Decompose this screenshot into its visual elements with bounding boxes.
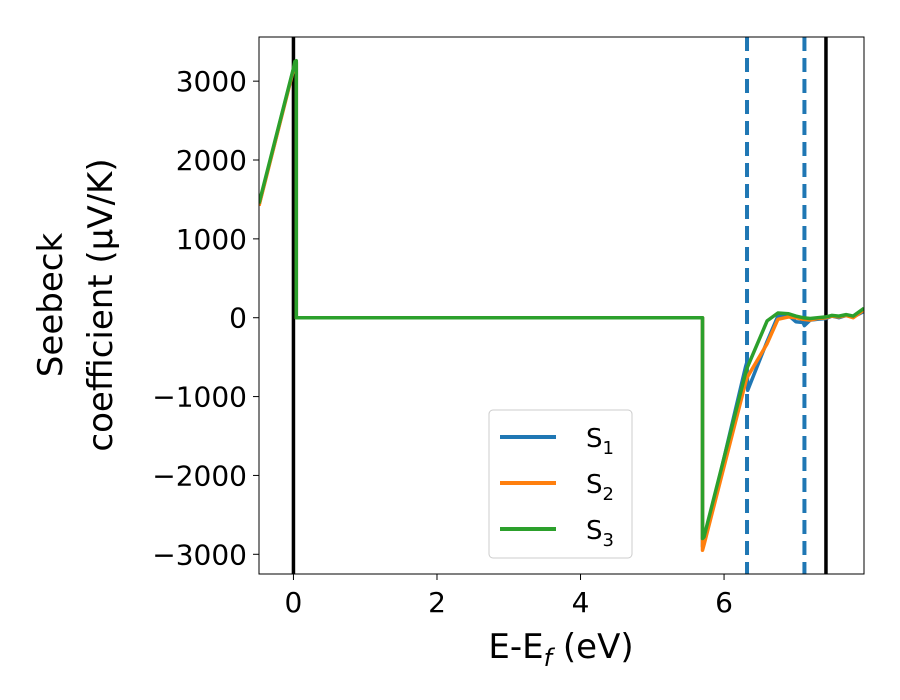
y-tick-label: 2000 [176,144,247,177]
legend-label-s3: S3 [586,516,614,551]
legend-label-s1: S1 [586,424,614,459]
legend-box [488,409,633,559]
x-tick-label: 6 [715,586,733,619]
series-line-s3 [259,58,864,541]
x-tick-label: 0 [285,586,303,619]
legend: S1 S2 S3 [488,409,633,559]
plot-frame [258,36,865,575]
y-tick-label: 3000 [176,65,247,98]
reference-lines [291,37,828,574]
x-tick-label: 4 [572,586,590,619]
y-axis-label: Seebeck coefficient (μV/K) [31,158,121,451]
legend-label-s2: S2 [586,470,614,505]
y-tick-label: 1000 [176,223,247,256]
x-axis-label-main: E-E [488,627,543,667]
x-axis-label-unit: (eV) [552,627,634,667]
y-tick-label: −1000 [152,381,247,414]
y-axis-label-line1: Seebeck [31,233,71,378]
y-tick-label: 0 [229,302,247,335]
x-tick-label: 2 [428,586,446,619]
x-axis: 0 2 4 6 [285,574,733,619]
y-axis-label-line2: coefficient (μV/K) [81,158,121,451]
y-tick-label: −2000 [152,459,247,492]
x-axis-label: E-Ef (eV) [488,627,633,672]
y-tick-label: −3000 [152,538,247,571]
y-axis: 3000 2000 1000 0 −1000 −2000 −3000 [152,65,259,571]
series-layer [259,58,864,553]
